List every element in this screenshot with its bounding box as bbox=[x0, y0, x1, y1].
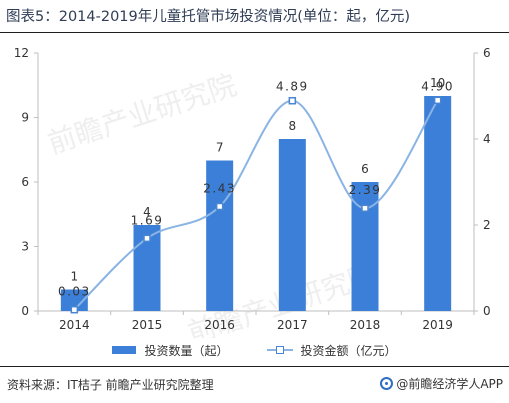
legend-label-amount: 投资金额（亿元） bbox=[300, 343, 397, 358]
line-data-label: 1.69 bbox=[131, 213, 164, 227]
line-point bbox=[288, 96, 297, 105]
line-point bbox=[70, 305, 79, 314]
bar bbox=[60, 289, 88, 311]
title-divider bbox=[0, 32, 509, 33]
x-tick-label: 2018 bbox=[350, 318, 381, 332]
x-tick-label: 2016 bbox=[204, 318, 235, 332]
bar bbox=[278, 139, 306, 311]
legend-line-swatch bbox=[266, 345, 293, 355]
watermark-text: 前瞻产业研究院 bbox=[44, 68, 241, 160]
y-left-tick-label: 0 bbox=[21, 304, 29, 318]
legend-label-count: 投资数量（起） bbox=[144, 343, 229, 358]
source-note: 资料来源：IT桔子 前瞻产业研究院整理 bbox=[7, 378, 214, 392]
chart-title: 图表5：2014-2019年儿童托管市场投资情况(单位：起，亿元) bbox=[6, 9, 411, 25]
bar-data-label: 4 bbox=[143, 205, 151, 219]
line-data-label: 4.90 bbox=[421, 79, 454, 93]
y-right-tick-label: 2 bbox=[483, 218, 491, 232]
y-left-tick-label: 12 bbox=[14, 46, 29, 60]
line-data-label: 0.03 bbox=[58, 285, 91, 299]
y-right-tick-label: 6 bbox=[483, 46, 491, 60]
y-left-tick-label: 9 bbox=[21, 111, 29, 125]
legend-item-amount: 投资金额（亿元） bbox=[266, 342, 397, 359]
y-right-tick-label: 4 bbox=[483, 132, 491, 146]
line-data-label: 4.89 bbox=[276, 80, 309, 94]
x-tick-label: 2015 bbox=[132, 318, 163, 332]
y-right-tick-label: 0 bbox=[483, 304, 491, 318]
y-left-tick-label: 6 bbox=[21, 175, 29, 189]
brand-label: @前瞻经济学人APP bbox=[396, 377, 503, 391]
x-tick-label: 2019 bbox=[422, 318, 453, 332]
bar bbox=[351, 182, 379, 311]
line-data-label: 2.43 bbox=[203, 182, 236, 196]
bar bbox=[424, 96, 452, 311]
bar-data-label: 10 bbox=[430, 76, 445, 90]
bar-data-label: 7 bbox=[216, 141, 224, 155]
line-series bbox=[70, 96, 442, 314]
axes: 0 3 6 9 12 0 2 4 6 2014 2015 2016 2017 2018 2019 bbox=[14, 46, 491, 332]
line-data-label: 2.39 bbox=[349, 183, 382, 197]
y-left-tick-label: 3 bbox=[21, 240, 29, 254]
line-point bbox=[143, 234, 151, 243]
bar-data-label: 6 bbox=[361, 162, 369, 176]
line-point bbox=[433, 96, 442, 105]
brand-logo-icon bbox=[380, 377, 394, 390]
bar-data-label: 1 bbox=[71, 270, 79, 284]
combo-chart: 前瞻产业研究院 前瞻产业研究院 036912024620142015201620… bbox=[14, 46, 491, 338]
data-labels: 1 4 7 8 6 10 0.03 1.69 2.43 4.89 2.39 4.90 bbox=[58, 76, 454, 299]
bar-data-label: 8 bbox=[289, 119, 297, 133]
legend-bar-swatch bbox=[112, 346, 137, 354]
bar bbox=[206, 160, 234, 311]
legend: 投资数量（起） 投资金额（亿元） bbox=[0, 339, 509, 361]
x-tick-label: 2014 bbox=[59, 318, 90, 332]
legend-item-count: 投资数量（起） bbox=[112, 342, 229, 359]
line-point bbox=[361, 204, 369, 212]
x-tick-label: 2017 bbox=[277, 318, 308, 332]
footer: 资料来源：IT桔子 前瞻产业研究院整理 @前瞻经济学人APP bbox=[0, 370, 509, 400]
line-point bbox=[215, 202, 224, 211]
brand-credit: @前瞻经济学人APP bbox=[380, 375, 503, 392]
footer-divider bbox=[0, 366, 509, 367]
